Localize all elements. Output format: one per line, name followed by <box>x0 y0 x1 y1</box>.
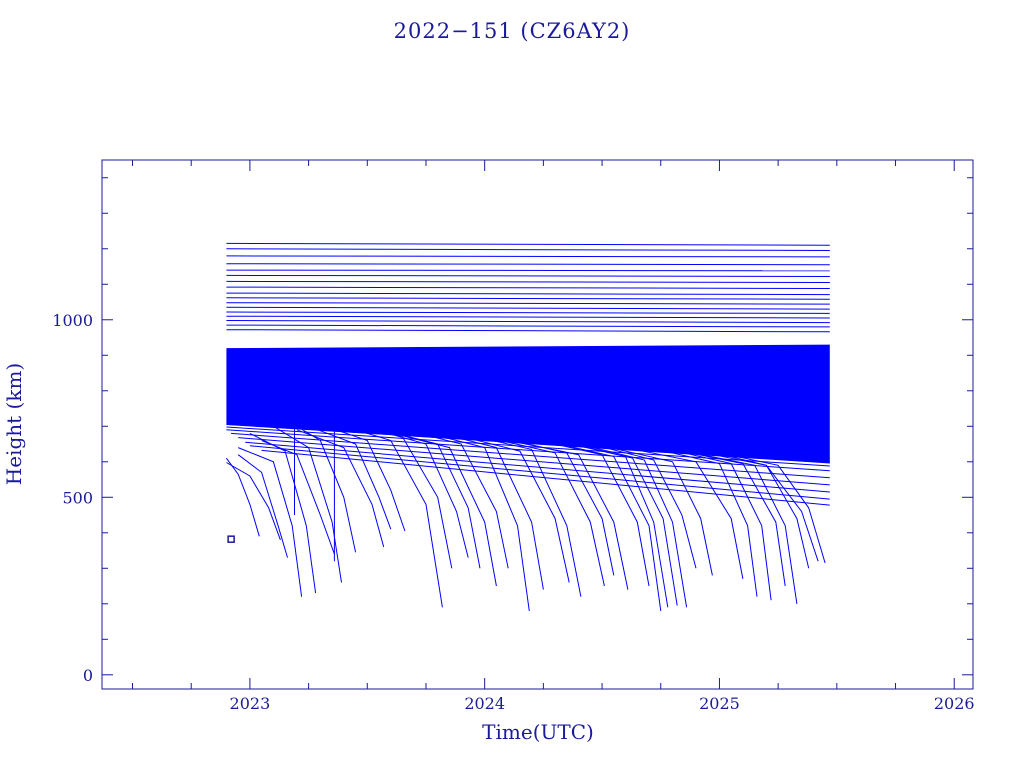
series-line-20 <box>226 429 830 472</box>
series-line-47 <box>484 436 605 587</box>
series-line-29 <box>238 447 303 597</box>
series-line-58 <box>648 447 758 597</box>
x-axis-label: Time(UTC) <box>482 720 594 744</box>
series-group <box>225 242 830 611</box>
series-line-8 <box>226 292 830 296</box>
series-line-50 <box>531 438 650 587</box>
series-line-32 <box>273 425 342 583</box>
series-line-34 <box>296 429 385 548</box>
series-line-23 <box>245 441 830 493</box>
series-line-53 <box>566 441 678 606</box>
series-line-13 <box>226 315 830 319</box>
series-line-21 <box>231 432 830 479</box>
series-line-0 <box>226 242 830 246</box>
series-line-54 <box>578 443 688 608</box>
dense-track-band <box>226 344 830 464</box>
series-line-63 <box>707 450 819 562</box>
annotation-group <box>227 535 235 543</box>
series-line-24 <box>249 445 830 500</box>
series-line-44 <box>425 429 544 590</box>
series-line-9 <box>226 297 830 300</box>
series-line-5 <box>226 274 830 277</box>
series-line-3 <box>226 263 830 266</box>
series-line-45 <box>449 432 570 583</box>
series-line-57 <box>625 447 744 579</box>
series-line-46 <box>461 432 582 597</box>
chart-title: 2022−151 (CZ6AY2) <box>394 19 631 43</box>
series-line-55 <box>590 443 697 569</box>
series-line-30 <box>249 432 317 594</box>
series-line-28 <box>237 454 288 558</box>
series-line-4 <box>226 269 830 272</box>
y-tick-labels: 0 500 1000 <box>52 311 93 685</box>
series-line-18 <box>226 424 830 463</box>
series-line-27 <box>226 462 281 541</box>
series-line-51 <box>543 440 662 611</box>
x-tick-label: 2025 <box>699 694 740 713</box>
series-line-35 <box>308 425 392 530</box>
series-line-2 <box>226 255 830 258</box>
series-line-43 <box>414 429 530 611</box>
series-line-40 <box>367 425 481 569</box>
series-line-61 <box>684 450 798 604</box>
series-line-12 <box>226 311 830 314</box>
series-line-14 <box>226 320 830 324</box>
y-axis-label: Height (km) <box>2 363 26 485</box>
series-line-60 <box>672 448 786 587</box>
series-line-7 <box>226 286 830 289</box>
axis-ticks <box>102 160 973 689</box>
annotation-marker-0 <box>227 535 235 543</box>
series-line-1 <box>226 248 830 251</box>
series-line-26 <box>225 457 260 537</box>
x-tick-labels: 2023 2024 2025 2026 <box>230 694 975 713</box>
plot-frame <box>101 159 974 690</box>
series-line-10 <box>226 302 830 305</box>
x-tick-label: 2026 <box>934 694 975 713</box>
series-line-15 <box>226 324 830 328</box>
y-tick-label: 1000 <box>52 311 93 330</box>
series-line-42 <box>390 425 509 569</box>
series-line-16 <box>226 329 830 333</box>
x-tick-label: 2023 <box>230 694 271 713</box>
y-tick-label: 0 <box>83 666 93 685</box>
series-line-39 <box>355 424 469 558</box>
series-line-52 <box>554 440 669 608</box>
series-line-33 <box>284 418 357 553</box>
y-tick-label: 500 <box>62 488 93 507</box>
x-tick-label: 2024 <box>464 694 505 713</box>
series-line-22 <box>238 437 830 486</box>
series-line-49 <box>508 440 629 590</box>
series-line-11 <box>226 306 830 310</box>
series-line-64 <box>719 452 826 564</box>
series-line-41 <box>378 429 497 587</box>
series-line-62 <box>695 450 810 569</box>
series-line-25 <box>261 449 830 506</box>
series-line-31 <box>261 440 335 555</box>
series-line-59 <box>660 447 772 601</box>
series-line-56 <box>601 445 713 576</box>
series-line-17 <box>226 421 830 459</box>
plot-area <box>225 242 830 611</box>
series-line-6 <box>226 280 830 283</box>
series-line-36 <box>320 424 406 532</box>
series-line-37 <box>331 422 443 608</box>
